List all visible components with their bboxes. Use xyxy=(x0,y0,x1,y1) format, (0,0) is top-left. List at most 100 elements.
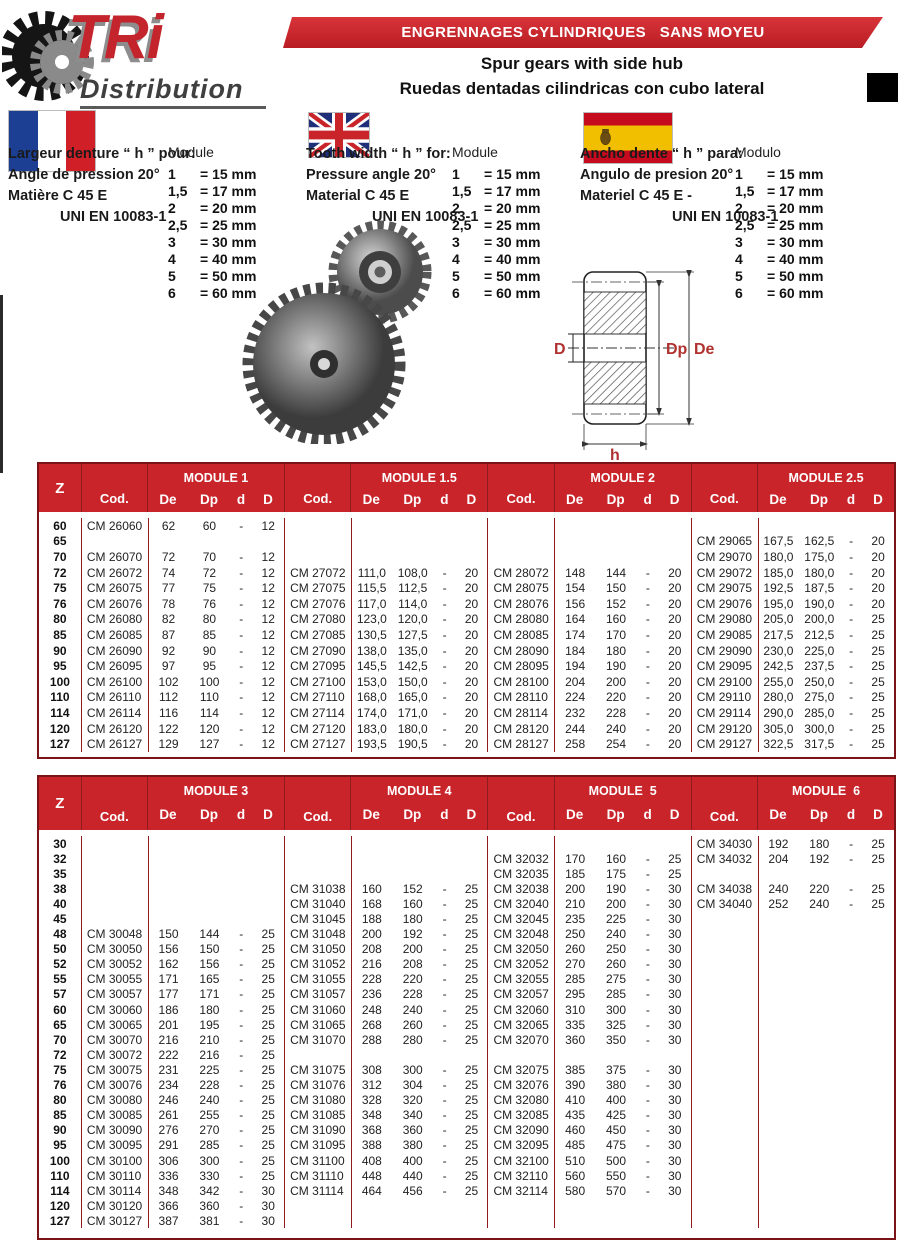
value-cell: 180 xyxy=(402,912,423,927)
cod-cell: CM 27095 xyxy=(284,658,352,674)
info-line: Tooth width “ h ” for: xyxy=(306,146,451,162)
cod-cell: CM 29076 xyxy=(690,595,759,612)
value-cell: 30 xyxy=(668,1123,682,1138)
value-cell: 30 xyxy=(668,1108,682,1123)
cod-cell: CM 26110 xyxy=(80,689,149,706)
value-cell xyxy=(840,1017,862,1032)
cod-cell xyxy=(284,533,352,550)
value-cell: 174,0 xyxy=(356,705,387,720)
value-cell: 112 xyxy=(158,690,179,705)
value-cell: 20 xyxy=(871,549,885,564)
value-cell: 195,0 xyxy=(763,596,794,611)
value-cell: 30 xyxy=(668,1138,682,1153)
value-cell: 160 xyxy=(605,612,627,627)
cod-cell: CM 28120 xyxy=(487,720,556,737)
cod-cell: CM 30060 xyxy=(80,1002,149,1018)
value-cell: - xyxy=(442,612,447,627)
value-cell: 25 xyxy=(464,1108,479,1123)
value-cell xyxy=(456,836,488,851)
value-cell xyxy=(798,1017,840,1032)
value-cell: 30 xyxy=(668,1183,682,1198)
value-cell: 190 xyxy=(605,659,627,674)
value-cell: - xyxy=(645,612,650,627)
value-cell: 375 xyxy=(605,1062,627,1077)
value-cell: 228 xyxy=(361,972,382,987)
module-number: 2 xyxy=(168,200,176,216)
value-cell: 190 xyxy=(605,881,627,896)
value-cell: 12 xyxy=(261,518,275,533)
value-cell: 123,0 xyxy=(356,612,387,627)
value-cell: 20 xyxy=(668,565,682,580)
z-column-header: Z xyxy=(55,795,65,812)
value-cell xyxy=(434,518,456,534)
value-cell: 435 xyxy=(565,1108,586,1123)
cod-cell xyxy=(690,1077,759,1093)
value-cell: 270 xyxy=(199,1123,220,1138)
cod-cell: CM 34040 xyxy=(690,896,759,912)
value-cell: - xyxy=(849,659,854,674)
z-cell: 70 xyxy=(53,549,67,564)
value-cell: 205,0 xyxy=(763,612,794,627)
value-cell: 171,0 xyxy=(397,705,428,720)
z-cell: 55 xyxy=(53,972,67,987)
value-cell: 25 xyxy=(871,643,885,658)
value-cell: 12 xyxy=(261,659,275,674)
z-cell: 127 xyxy=(49,737,70,752)
value-cell: 25 xyxy=(871,674,885,689)
value-cell xyxy=(798,518,840,534)
value-cell: 156 xyxy=(158,942,179,957)
value-cell xyxy=(456,1198,488,1213)
value-cell: 216 xyxy=(158,1032,179,1047)
value-cell: 25 xyxy=(871,721,885,736)
value-cell: - xyxy=(645,896,650,911)
cod-cell: CM 32055 xyxy=(487,971,556,987)
table-row: 48 CM 30048 150 144 - 25 CM 31048 200 192 - 25 CM 3… xyxy=(39,926,894,942)
module-list-row: 3 = 30 mm xyxy=(168,234,256,251)
cod-cell xyxy=(690,1062,759,1078)
z-cell: 72 xyxy=(53,565,67,580)
cod-cell xyxy=(487,1198,556,1214)
value-cell: 300 xyxy=(402,1062,423,1077)
value-column-header: De xyxy=(769,491,787,507)
cod-cell: CM 32038 xyxy=(487,881,556,897)
value-cell: - xyxy=(645,690,650,705)
value-column-header: d xyxy=(643,807,652,822)
value-cell: 174 xyxy=(565,627,586,642)
value-cell xyxy=(595,1198,637,1213)
module-number: 1 xyxy=(168,166,176,182)
value-cell xyxy=(352,1213,392,1228)
value-cell: 322,5 xyxy=(763,737,794,752)
value-cell xyxy=(188,881,230,896)
value-cell: 208 xyxy=(361,942,382,957)
value-cell: 20 xyxy=(668,721,682,736)
value-cell: - xyxy=(239,518,244,533)
value-cell: 410 xyxy=(565,1093,586,1108)
value-cell xyxy=(759,1093,799,1108)
table-row: 80 CM 30080 246 240 - 25 CM 31080 328 320 - 25 CM 3… xyxy=(39,1092,894,1108)
value-cell: 25 xyxy=(871,851,885,866)
value-cell xyxy=(759,1153,799,1168)
value-cell: 380 xyxy=(402,1138,423,1153)
value-cell: - xyxy=(645,987,650,1002)
value-cell xyxy=(188,851,230,866)
module-group-header: MODULE 2 De Dp d D xyxy=(555,464,691,512)
value-cell xyxy=(840,1168,862,1183)
value-cell xyxy=(434,1213,456,1228)
module-number: 1,5 xyxy=(452,183,472,199)
value-cell xyxy=(555,549,595,565)
value-cell: - xyxy=(442,627,447,642)
value-cell: - xyxy=(645,1017,650,1032)
value-cell xyxy=(840,957,862,972)
module-list-header: Module xyxy=(168,144,214,160)
cod-cell: CM 32114 xyxy=(487,1183,556,1199)
value-cell: 408 xyxy=(361,1153,382,1168)
value-cell: 270 xyxy=(565,957,586,972)
table-row: 70 CM 30070 216 210 - 25 CM 31070 288 280 - 25 CM 3… xyxy=(39,1032,894,1048)
cod-cell xyxy=(487,518,556,534)
value-cell xyxy=(456,851,488,866)
value-cell: 12 xyxy=(261,549,275,564)
value-cell xyxy=(230,851,252,866)
value-cell: - xyxy=(239,1062,244,1077)
table-row: 114 CM 26114 116 114-12 CM 27114 174,0 171,0-2… xyxy=(39,705,894,721)
value-cell xyxy=(352,518,392,534)
